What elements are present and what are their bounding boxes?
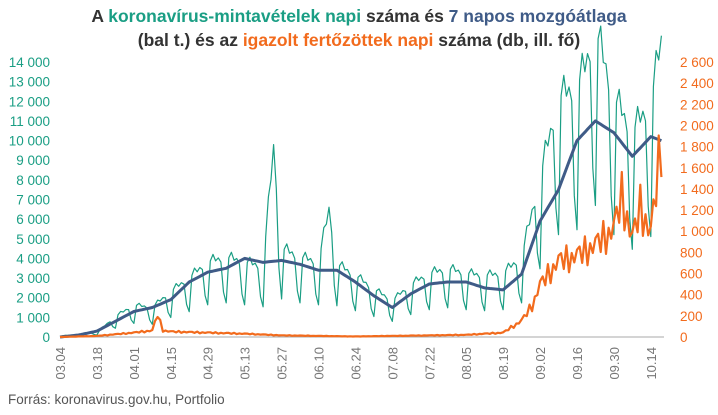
title-average-label: 7 napos mozgóátlaga: [448, 6, 627, 26]
x-tick-label: 08.05: [459, 347, 474, 380]
left-y-tick-label: 8 000: [16, 173, 50, 188]
left-y-tick-label: 10 000: [9, 134, 50, 149]
infected-line: [59, 134, 663, 339]
left-y-tick-label: 5 000: [16, 232, 50, 247]
right-y-tick-label: 2 600: [680, 55, 714, 70]
left-y-tick-label: 3 000: [16, 271, 50, 286]
title-infected-label: igazolt fertőzöttek napi: [242, 30, 434, 50]
right-y-tick-label: 1 800: [680, 140, 714, 155]
title-prefix: A: [91, 6, 109, 26]
tick-labels: 0 1 000 2 000 3 000 4 000 5 000 6 000 7 000 8 00…: [9, 55, 714, 380]
moving-average-line: [59, 119, 662, 339]
x-tick-label: 03.04: [53, 347, 68, 380]
left-y-tick-label: 12 000: [9, 94, 50, 109]
left-y-tick-label: 13 000: [9, 75, 50, 90]
right-y-tick-label: 1 200: [680, 203, 714, 218]
left-y-tick-label: 4 000: [16, 251, 50, 266]
right-y-tick-label: 2 000: [680, 118, 714, 133]
x-tick-label: 06.10: [311, 347, 326, 380]
left-y-tick-label: 7 000: [16, 193, 50, 208]
x-tick-label: 08.19: [496, 347, 511, 380]
left-y-tick-label: 11 000: [10, 114, 50, 129]
right-y-tick-label: 200: [680, 309, 703, 324]
x-tick-label: 04.29: [201, 347, 216, 380]
right-y-tick-label: 400: [680, 288, 703, 303]
left-y-tick-label: 0: [42, 330, 50, 345]
daily-tests-line: [59, 25, 662, 338]
chart-title-line-1: A koronavírus-mintavételek napi száma és…: [0, 4, 718, 28]
right-y-tick-label: 2 400: [680, 76, 714, 91]
right-y-tick-label: 1 600: [680, 161, 714, 176]
x-tick-label: 06.24: [348, 347, 363, 380]
x-tick-label: 05.13: [238, 347, 253, 380]
x-tick-label: 09.02: [533, 347, 548, 380]
left-y-tick-label: 1 000: [16, 310, 50, 325]
x-tick-label: 09.30: [607, 347, 622, 380]
chart-title: A koronavírus-mintavételek napi száma és…: [0, 4, 718, 52]
x-tick-label: 04.15: [164, 347, 179, 380]
title-suffix: száma (db, ill. fő): [433, 30, 581, 50]
left-y-tick-label: 9 000: [16, 153, 50, 168]
title-prefix-2: (bal t.) és az: [137, 30, 243, 50]
right-y-tick-label: 600: [680, 267, 703, 282]
right-y-tick-label: 800: [680, 245, 703, 260]
right-y-tick-label: 0: [680, 330, 688, 345]
chart-title-line-2: (bal t.) és az igazolt fertőzöttek napi …: [0, 28, 718, 52]
title-tests-label: koronavírus-mintavételek napi: [108, 6, 362, 26]
left-y-tick-label: 2 000: [16, 291, 50, 306]
x-tick-label: 10.14: [644, 347, 659, 380]
x-tick-label: 05.27: [275, 347, 290, 380]
x-tick-label: 09.16: [570, 347, 585, 380]
source-note: Forrás: koronavirus.gov.hu, Portfolio: [8, 392, 225, 407]
x-tick-label: 04.01: [127, 347, 142, 380]
x-tick-label: 07.22: [422, 347, 437, 380]
title-mid: száma és: [361, 6, 449, 26]
series-layer: [59, 25, 663, 339]
left-y-tick-label: 14 000: [9, 55, 50, 70]
right-y-tick-label: 1 000: [680, 224, 714, 239]
right-y-tick-label: 2 200: [680, 97, 714, 112]
right-y-tick-label: 1 400: [680, 182, 714, 197]
left-y-tick-label: 6 000: [16, 212, 50, 227]
x-tick-label: 07.08: [385, 347, 400, 380]
x-tick-label: 03.18: [90, 347, 105, 380]
